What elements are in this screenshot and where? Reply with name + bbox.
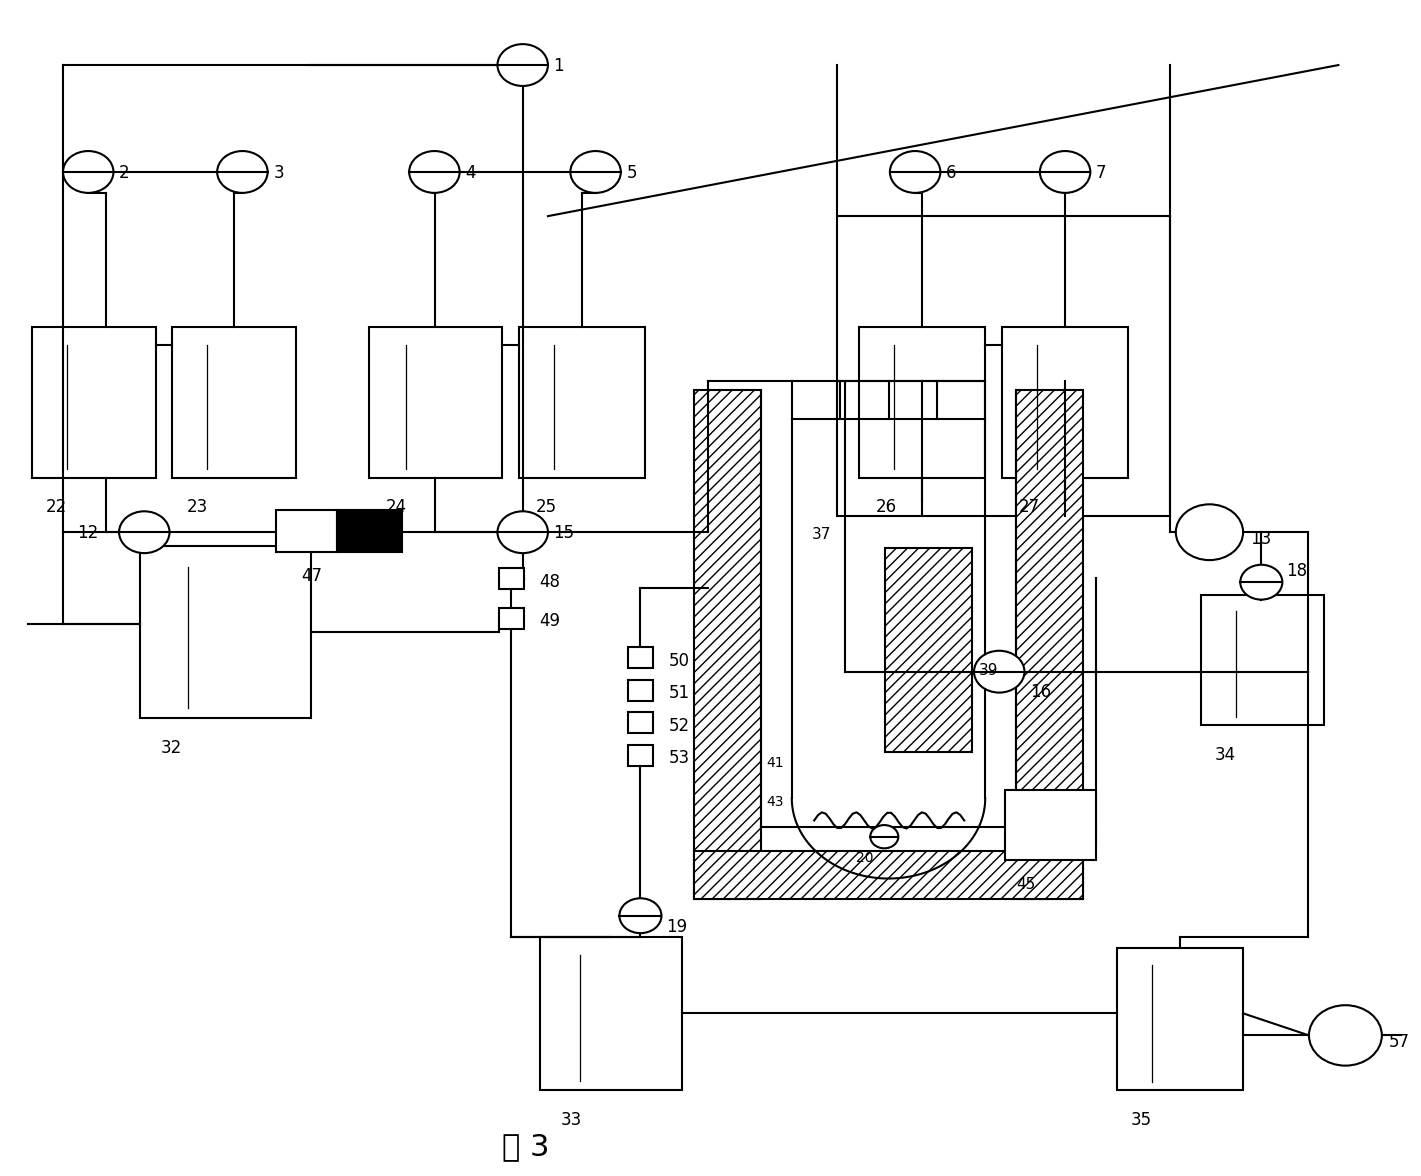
Circle shape	[217, 151, 267, 193]
Text: 12: 12	[77, 524, 98, 542]
Circle shape	[409, 151, 459, 193]
Text: 50: 50	[668, 652, 689, 670]
Circle shape	[870, 826, 898, 848]
Bar	[1005, 790, 1096, 860]
Bar	[628, 713, 654, 734]
Circle shape	[1309, 1005, 1381, 1065]
Bar	[337, 510, 402, 552]
Bar	[499, 608, 524, 629]
Text: 23: 23	[186, 499, 207, 516]
Text: 7: 7	[1096, 163, 1107, 182]
Text: 45: 45	[1016, 877, 1036, 891]
Text: 49: 49	[540, 613, 560, 630]
Circle shape	[1241, 564, 1282, 600]
Text: 26: 26	[875, 499, 897, 516]
Text: 32: 32	[161, 739, 182, 757]
Text: 41: 41	[766, 756, 784, 770]
Circle shape	[570, 151, 621, 193]
Text: 20: 20	[857, 851, 874, 866]
Bar	[628, 647, 654, 668]
Text: 15: 15	[554, 524, 574, 542]
Text: 27: 27	[1019, 499, 1040, 516]
Bar	[172, 327, 296, 477]
Text: 33: 33	[560, 1111, 581, 1129]
Text: 1: 1	[554, 56, 564, 75]
Bar	[628, 744, 654, 766]
Circle shape	[890, 151, 941, 193]
Bar	[837, 216, 1171, 516]
Bar	[276, 510, 337, 552]
Text: 57: 57	[1388, 1033, 1410, 1051]
Circle shape	[1040, 151, 1090, 193]
Text: 图 3: 图 3	[502, 1132, 550, 1161]
Circle shape	[497, 512, 549, 553]
Text: 19: 19	[665, 918, 686, 936]
Text: 4: 4	[465, 163, 476, 182]
Circle shape	[63, 151, 114, 193]
Text: 16: 16	[1030, 683, 1052, 701]
Bar	[628, 680, 654, 701]
Bar	[693, 850, 1083, 900]
Circle shape	[119, 512, 169, 553]
Circle shape	[497, 45, 549, 86]
Text: 48: 48	[540, 573, 560, 590]
Bar	[540, 936, 682, 1090]
Bar	[1201, 595, 1324, 726]
Bar	[1002, 327, 1128, 477]
Circle shape	[1175, 505, 1243, 560]
Text: 37: 37	[811, 527, 831, 542]
Text: 22: 22	[47, 499, 67, 516]
Text: 34: 34	[1215, 746, 1236, 764]
Text: 39: 39	[979, 662, 998, 677]
Text: 52: 52	[668, 717, 689, 735]
Text: 24: 24	[385, 499, 406, 516]
Bar	[141, 546, 311, 719]
Text: 3: 3	[273, 163, 284, 182]
Text: 35: 35	[1131, 1111, 1152, 1129]
Text: 5: 5	[627, 163, 637, 182]
Bar	[499, 568, 524, 589]
Text: 2: 2	[119, 163, 129, 182]
Bar	[885, 548, 972, 751]
Bar	[519, 327, 645, 477]
Text: 13: 13	[1250, 530, 1272, 548]
Bar	[368, 327, 502, 477]
Bar	[860, 327, 985, 477]
Bar	[33, 327, 155, 477]
Text: 43: 43	[766, 795, 784, 809]
Bar	[693, 390, 762, 900]
Text: 6: 6	[946, 163, 956, 182]
Text: 51: 51	[668, 684, 689, 702]
Text: 25: 25	[536, 499, 557, 516]
Bar	[1016, 390, 1083, 900]
Text: 53: 53	[668, 749, 689, 768]
Text: 47: 47	[301, 567, 323, 584]
Text: 18: 18	[1286, 562, 1307, 581]
Bar	[1117, 948, 1243, 1090]
Circle shape	[620, 898, 661, 933]
Circle shape	[973, 650, 1025, 693]
